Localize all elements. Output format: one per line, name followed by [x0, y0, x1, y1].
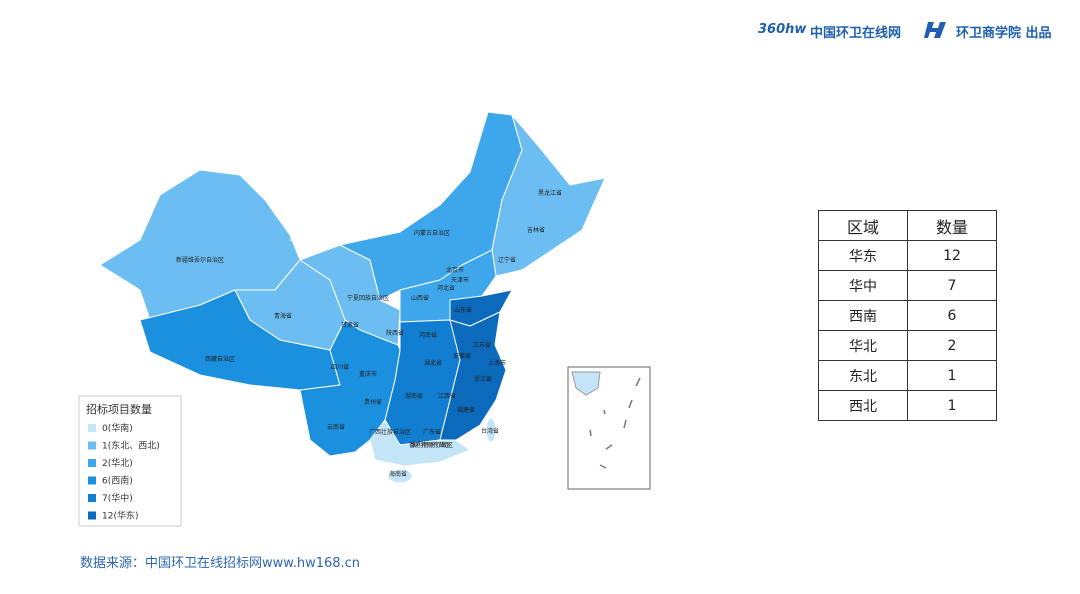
province-label: 浙江省: [474, 375, 492, 383]
province-label: 澳门特别行政区: [411, 441, 453, 449]
province-label: 内蒙古自治区: [414, 229, 450, 237]
region: [485, 417, 497, 443]
legend-swatch: [88, 459, 96, 467]
province-label: 西藏自治区: [205, 355, 235, 363]
table-cell: 华北: [818, 330, 908, 361]
table-cell: 西南: [818, 300, 908, 331]
province-label: 重庆市: [359, 370, 377, 378]
province-label: 四川省: [331, 363, 349, 371]
table-cell: 12: [907, 240, 997, 271]
province-label: 香港特别行政区: [409, 441, 451, 449]
province-label: 天津市: [451, 276, 469, 284]
province-label: 山东省: [454, 306, 472, 314]
province-label: 江西省: [438, 392, 456, 400]
province-label: 江苏省: [473, 341, 491, 349]
site-name: 中国环卫在线网: [810, 26, 902, 41]
region: [369, 419, 471, 467]
table-cell: 华东: [818, 240, 908, 271]
province-label: 安徽省: [453, 352, 471, 360]
table-cell: 6: [907, 300, 997, 331]
logo: 360hw: [758, 22, 807, 37]
legend-label: 1(东北、西北): [102, 440, 160, 452]
table-cell: 2: [907, 330, 997, 361]
brand: 环卫商学院 出品: [956, 26, 1052, 41]
table: 区域 数量 华东 12 华中 7 西南 6 华北 2 东北 1 西北 1: [818, 210, 997, 421]
province-label: 河北省: [437, 284, 455, 292]
table-header: 区域 数量: [818, 210, 997, 241]
province-label: 湖南省: [405, 392, 423, 400]
table-row: 西北 1: [818, 390, 997, 421]
province-label: 山西省: [411, 294, 429, 302]
legend-swatch: [88, 494, 96, 502]
table-cell: 华中: [818, 270, 908, 301]
legend-label: 12(华东): [102, 510, 138, 522]
region: [387, 468, 413, 484]
brand-icon: [924, 22, 946, 38]
province-label: 湖北省: [424, 359, 442, 367]
legend-swatch: [88, 424, 96, 432]
legend-swatch: [88, 511, 96, 520]
legend-label: 6(西南): [102, 475, 133, 487]
table-cell: 西北: [818, 390, 908, 421]
table-cell: 东北: [818, 360, 908, 391]
legend-label: 2(华北): [102, 457, 133, 469]
province-label: 台湾省: [481, 427, 499, 435]
legend-label: 0(华南): [102, 422, 133, 434]
province-label: 贵州省: [364, 398, 382, 406]
province-label: 新疆维吾尔自治区: [176, 256, 224, 264]
table-cell: 1: [907, 360, 997, 391]
table-row: 西南 6: [818, 300, 997, 331]
province-label: 福建省: [457, 406, 475, 414]
legend-swatch: [88, 476, 96, 485]
source-note: 数据来源：中国环卫在线招标网www.hw168.cn: [80, 556, 361, 571]
province-label: 广东省: [423, 428, 441, 436]
province-label: 河南省: [419, 331, 437, 339]
province-label: 北京市: [446, 266, 464, 274]
province-label: 海南省: [389, 470, 407, 478]
province-label: 黑龙江省: [538, 189, 562, 197]
table-cell: 1: [907, 390, 997, 421]
province-label: 辽宁省: [498, 256, 516, 264]
table-row: 东北 1: [818, 360, 997, 391]
province-label: 陕西省: [386, 329, 404, 337]
province-label: 甘肃省: [341, 321, 359, 329]
column-header: 数量: [907, 210, 997, 241]
province-label: 广西壮族自治区: [369, 428, 411, 436]
legend-swatch: [88, 441, 96, 450]
table-row: 华东 12: [818, 240, 997, 271]
inset-land: [571, 371, 601, 396]
region: [439, 311, 507, 441]
table-row: 华北 2: [818, 330, 997, 361]
legend-title: 招标项目数量: [86, 402, 152, 416]
province-label: 宁夏回族自治区: [347, 294, 389, 302]
region: [491, 114, 606, 277]
province-label: 青海省: [274, 312, 292, 320]
province-label: 云南省: [327, 423, 345, 431]
table-cell: 7: [907, 270, 997, 301]
table-row: 华中 7: [818, 270, 997, 301]
province-label: 上海市: [488, 359, 506, 367]
province-label: 吉林省: [527, 226, 545, 234]
inset-islands: [589, 377, 641, 469]
column-header: 区域: [818, 210, 908, 241]
legend-label: 7(华中): [102, 492, 133, 504]
